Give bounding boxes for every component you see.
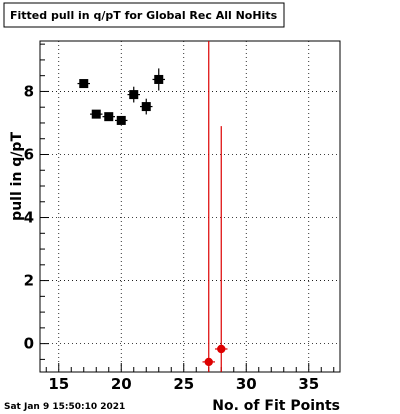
y-axis-title: pull in q/pT bbox=[9, 132, 25, 221]
data-point-s0-0 bbox=[79, 79, 89, 89]
y-tick-label-2: 4 bbox=[24, 209, 34, 227]
x-tick-label-4: 35 bbox=[298, 375, 319, 393]
x-axis-title: No. of Fit Points bbox=[212, 398, 340, 414]
data-point-s0-6 bbox=[154, 74, 164, 84]
y-tick-label-4: 8 bbox=[24, 82, 34, 100]
x-tick-label-0: 15 bbox=[48, 375, 69, 393]
y-tick-label-0: 0 bbox=[24, 335, 34, 353]
x-tick-label-3: 30 bbox=[236, 375, 257, 393]
data-point-s1-1 bbox=[217, 344, 226, 354]
timestamp: Sat Jan 9 15:50:10 2021 bbox=[4, 402, 125, 412]
data-point-s1-0 bbox=[204, 357, 213, 367]
x-tick-label-2: 25 bbox=[173, 375, 194, 393]
data-point-s0-3 bbox=[116, 115, 126, 125]
data-point-s0-5 bbox=[141, 102, 151, 112]
y-tick-label-1: 2 bbox=[24, 272, 34, 290]
x-tick-label-1: 20 bbox=[111, 375, 132, 393]
chart-title: Fitted pull in q/pT for Global Rec All N… bbox=[10, 9, 278, 22]
data-point-s0-4 bbox=[129, 90, 139, 100]
title-box bbox=[3, 2, 285, 28]
data-point-s0-1 bbox=[91, 109, 101, 119]
plot-area: 15 20 25 30 35 0 2 4 6 8 bbox=[24, 40, 341, 393]
title-box-group: Fitted pull in q/pT for Global Rec All N… bbox=[3, 2, 285, 28]
plot-frame bbox=[39, 40, 341, 373]
y-tick-label-3: 6 bbox=[24, 145, 34, 163]
data-point-s0-2 bbox=[104, 112, 114, 122]
